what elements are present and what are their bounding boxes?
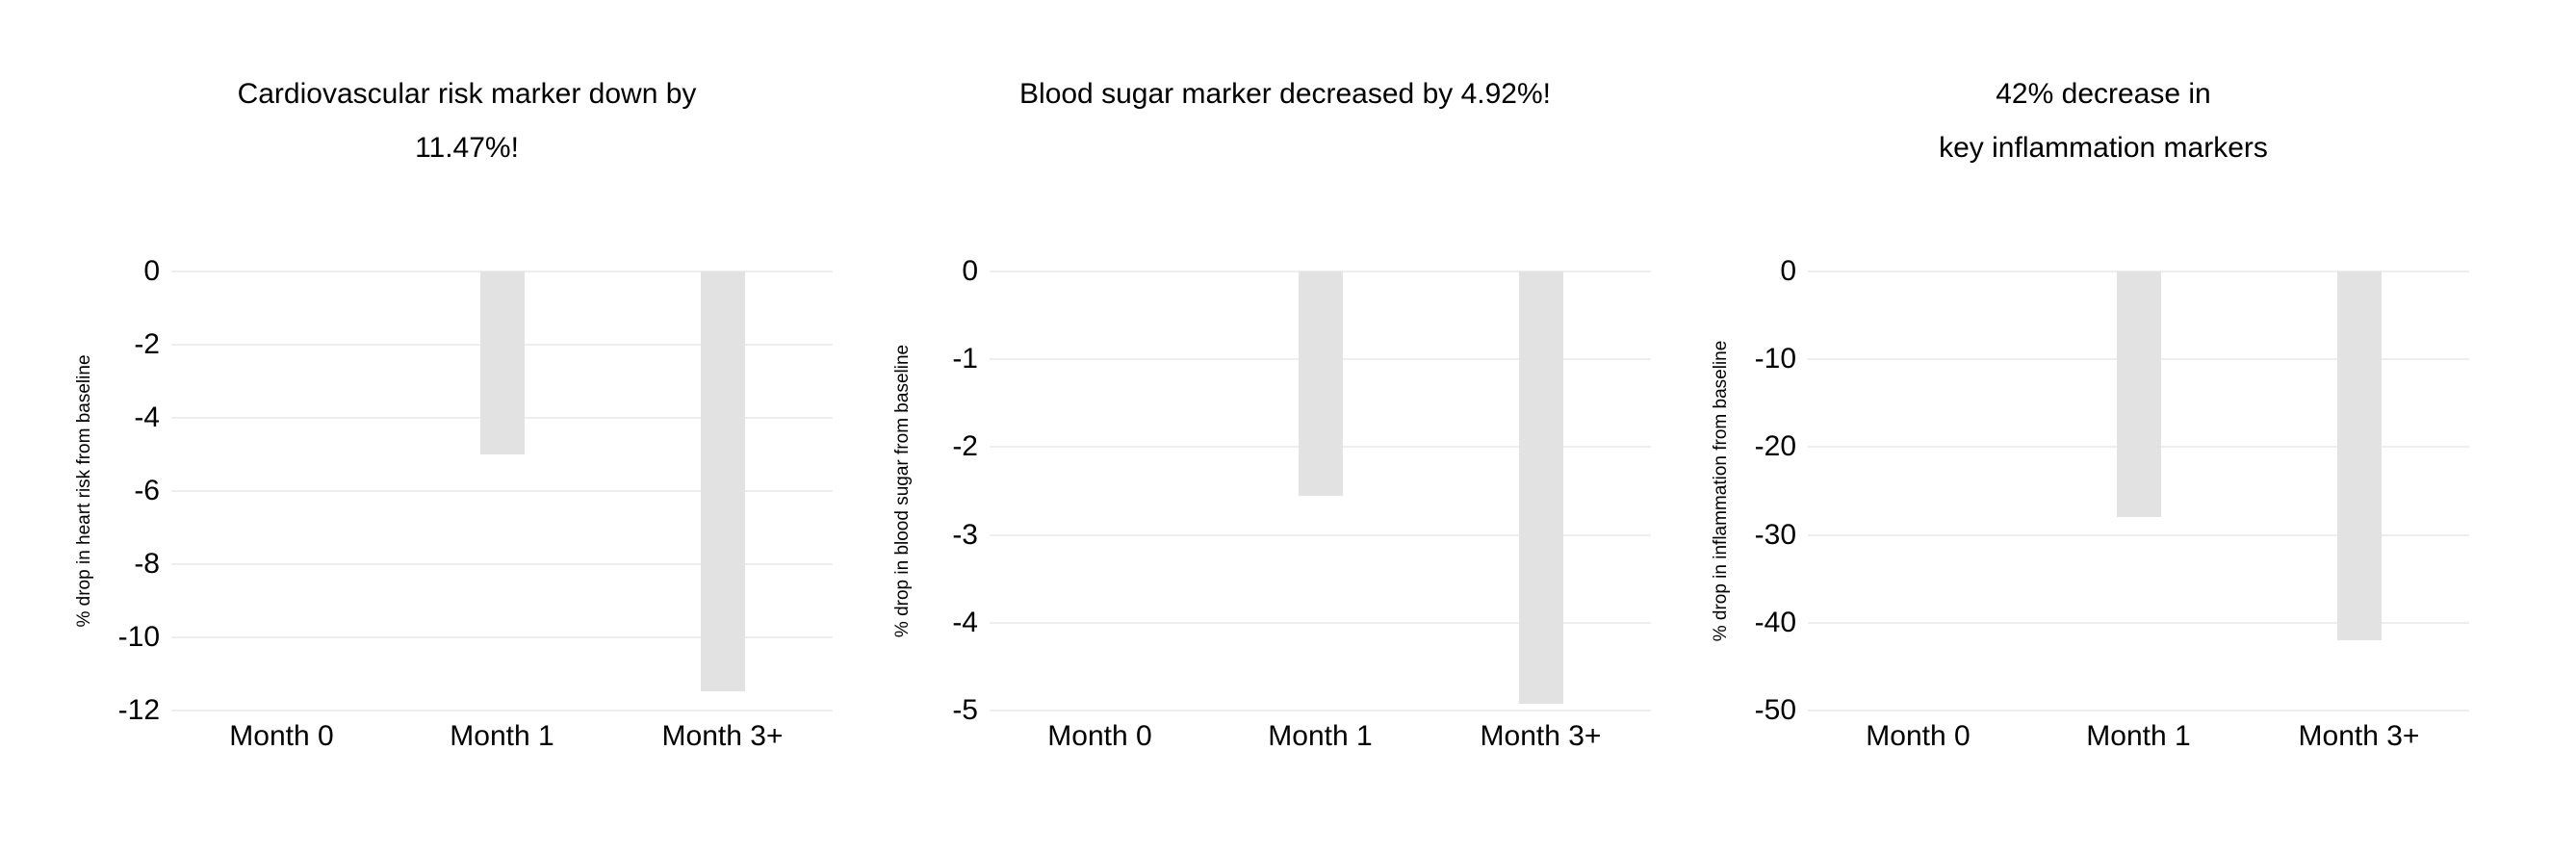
x-axis-labels: Month 0 Month 1 Month 3+ [67, 720, 866, 753]
y-axis-ticks: 0 -2 -4 -6 -8 -10 -12 [102, 257, 171, 725]
gridline [1808, 621, 2469, 624]
y-tick-label: -5 [952, 694, 978, 726]
chart-body: % drop in inflammation from baseline 0 -1… [1704, 257, 2503, 725]
x-category-label: Month 1 [450, 720, 554, 752]
y-axis-title: % drop in blood sugar from baseline [892, 344, 913, 638]
chart-title-line: Blood sugar marker decreased by 4.92%! [1019, 78, 1551, 110]
y-tick-label: -10 [117, 621, 160, 653]
y-tick-label: -50 [1754, 694, 1796, 726]
gridline [171, 710, 833, 712]
x-category-label: Month 1 [2086, 720, 2191, 752]
y-tick-label: 0 [962, 255, 978, 287]
bar-month-1 [479, 272, 525, 454]
y-axis-ticks: 0 -10 -20 -30 -40 -50 [1739, 257, 1808, 725]
chart-cardiovascular-risk: Cardiovascular risk marker down by 11.47%… [67, 67, 866, 753]
x-axis-labels-inner: Month 0 Month 1 Month 3+ [171, 720, 833, 753]
y-tick-label: -10 [1754, 343, 1796, 375]
y-axis-title-column: % drop in heart risk from baseline [67, 272, 102, 711]
gridline [990, 710, 1651, 712]
gridline [171, 562, 833, 565]
x-category-label: Month 0 [229, 720, 334, 752]
chart-title-line: Cardiovascular risk marker down by [237, 78, 697, 110]
y-axis-title-column: % drop in inflammation from baseline [1704, 272, 1739, 711]
x-category-label: Month 0 [1047, 720, 1152, 752]
plot-area [171, 271, 833, 712]
gridline [990, 621, 1651, 624]
chart-title: 42% decrease in key inflammation markers [1704, 67, 2503, 175]
x-category-label: Month 1 [1268, 720, 1373, 752]
charts-row: Cardiovascular risk marker down by 11.47%… [67, 67, 2503, 753]
chart-body: % drop in heart risk from baseline 0 -2 -4… [67, 257, 866, 725]
y-tick-label: -2 [134, 327, 160, 360]
y-tick-label: -40 [1754, 606, 1796, 638]
x-axis-labels: Month 0 Month 1 Month 3+ [886, 720, 1685, 753]
y-tick-label: -2 [952, 430, 978, 463]
x-axis-labels-inner: Month 0 Month 1 Month 3+ [990, 720, 1651, 753]
gridline [1808, 533, 2469, 536]
gridline [990, 533, 1651, 536]
y-axis-title-column: % drop in blood sugar from baseline [886, 272, 920, 711]
bar-month-3- [2336, 272, 2382, 641]
y-tick-label: -4 [134, 401, 160, 433]
x-category-label: Month 3+ [661, 720, 784, 752]
y-tick-label: -12 [117, 694, 160, 726]
x-axis-labels: Month 0 Month 1 Month 3+ [1704, 720, 2503, 753]
y-tick-label: -1 [952, 343, 978, 375]
x-axis-labels-inner: Month 0 Month 1 Month 3+ [1808, 720, 2469, 753]
x-category-label: Month 3+ [1480, 720, 1602, 752]
chart-body: % drop in blood sugar from baseline 0 -1 -… [886, 257, 1685, 725]
gridline [1808, 710, 2469, 712]
chart-inflammation: 42% decrease in key inflammation markers … [1704, 67, 2503, 753]
y-tick-label: -20 [1754, 430, 1796, 463]
y-tick-label: -30 [1754, 518, 1796, 551]
chart-title: Cardiovascular risk marker down by 11.47%… [67, 67, 866, 175]
y-tick-label: -6 [134, 475, 160, 506]
bar-month-1 [1298, 272, 1343, 496]
bar-month-1 [2116, 272, 2161, 518]
x-category-label: Month 3+ [2298, 720, 2420, 752]
chart-title: Blood sugar marker decreased by 4.92%! [886, 67, 1685, 175]
chart-title-line: key inflammation markers [1939, 132, 2268, 164]
chart-title-line: 42% decrease in [1996, 78, 2211, 110]
y-tick-label: 0 [143, 255, 160, 287]
x-category-label: Month 0 [1866, 720, 1971, 752]
y-tick-label: -4 [952, 606, 978, 638]
plot-area [990, 271, 1651, 712]
y-tick-label: 0 [1780, 255, 1796, 287]
bar-month-3- [1518, 272, 1563, 704]
plot-area [1808, 271, 2469, 712]
y-axis-title: % drop in heart risk from baseline [74, 354, 94, 628]
y-axis-title: % drop in inflammation from baseline [1711, 340, 1731, 642]
y-tick-label: -8 [134, 547, 160, 580]
y-tick-label: -3 [952, 518, 978, 551]
bar-month-3- [700, 272, 745, 691]
chart-blood-sugar: Blood sugar marker decreased by 4.92%! %… [886, 67, 1685, 753]
gridline [171, 636, 833, 638]
chart-title-line: 11.47%! [415, 132, 519, 164]
y-axis-ticks: 0 -1 -2 -3 -4 -5 [920, 257, 990, 725]
gridline [171, 490, 833, 492]
